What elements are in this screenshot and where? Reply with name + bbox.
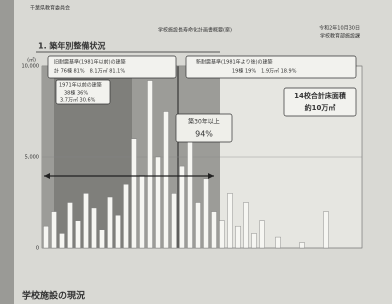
bar bbox=[211, 212, 216, 248]
footer: 学校施設の現況 bbox=[22, 290, 85, 302]
photo: 千葉県教育委員会 学校施設長寿命化計画書概要(案) 令和2年10月30日 学校教… bbox=[0, 0, 392, 304]
section-title: 1. 築年別整備状況 bbox=[38, 41, 105, 51]
annotation: 14校合計床面積 bbox=[294, 91, 347, 100]
annotation: 94% bbox=[195, 130, 213, 139]
bar bbox=[235, 226, 240, 248]
annotation: 新耐震基準(1981年より後)の建築 bbox=[196, 59, 273, 66]
bar bbox=[187, 130, 192, 248]
bar bbox=[243, 203, 248, 249]
bar bbox=[203, 179, 208, 248]
page-edge bbox=[0, 0, 14, 304]
bar bbox=[179, 166, 184, 248]
y-tick-label: 10,000 bbox=[22, 64, 40, 70]
bar bbox=[43, 226, 48, 248]
doc-date: 令和2年10月30日 bbox=[319, 25, 360, 32]
annotation: 約10万㎡ bbox=[305, 103, 336, 112]
bar bbox=[163, 112, 168, 249]
bar bbox=[155, 157, 160, 248]
bar bbox=[259, 221, 264, 248]
annotation: 築30年以上 bbox=[188, 118, 220, 126]
bar bbox=[75, 221, 80, 248]
bar bbox=[123, 184, 128, 248]
bar bbox=[91, 208, 96, 248]
bar bbox=[219, 221, 224, 248]
bar bbox=[195, 203, 200, 249]
bar bbox=[131, 139, 136, 248]
bar bbox=[99, 230, 104, 248]
bar bbox=[227, 193, 232, 248]
bar bbox=[251, 233, 256, 248]
org: 千葉県教育委員会 bbox=[30, 5, 70, 12]
y-axis-label: (㎡) bbox=[27, 57, 36, 64]
annotation: 旧耐震基準(1981年以前)の建築 bbox=[54, 59, 126, 66]
bar bbox=[139, 175, 144, 248]
annotation: 3.7万㎡ 30.6% bbox=[60, 97, 96, 104]
page: 千葉県教育委員会 学校施設長寿命化計画書概要(案) 令和2年10月30日 学校教… bbox=[0, 0, 392, 304]
bar bbox=[107, 197, 112, 248]
y-tick-label: 0 bbox=[36, 246, 39, 252]
bar bbox=[147, 81, 152, 248]
y-tick-label: 5,000 bbox=[25, 155, 39, 161]
bar bbox=[115, 215, 120, 248]
bar bbox=[275, 237, 280, 248]
bar bbox=[51, 212, 56, 248]
bar bbox=[83, 193, 88, 248]
bar bbox=[67, 203, 72, 249]
annotation: 19棟 19% 1.9万㎡ 18.9% bbox=[232, 68, 297, 75]
bar bbox=[171, 193, 176, 248]
annotation: 計 76棟 81% 8.1万㎡ 81.1% bbox=[54, 68, 125, 75]
annotation: 1971年以前の建築 bbox=[59, 82, 102, 89]
bar bbox=[323, 212, 328, 248]
doc-dept: 学校教育部施設課 bbox=[320, 33, 360, 40]
doc-title: 学校施設長寿命化計画書概要(案) bbox=[158, 27, 232, 34]
bar bbox=[59, 233, 64, 248]
bar bbox=[299, 243, 304, 248]
annotation: 38棟 36% bbox=[64, 90, 88, 97]
